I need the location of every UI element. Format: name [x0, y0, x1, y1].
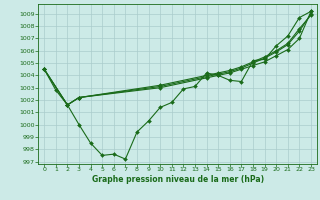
X-axis label: Graphe pression niveau de la mer (hPa): Graphe pression niveau de la mer (hPa): [92, 175, 264, 184]
